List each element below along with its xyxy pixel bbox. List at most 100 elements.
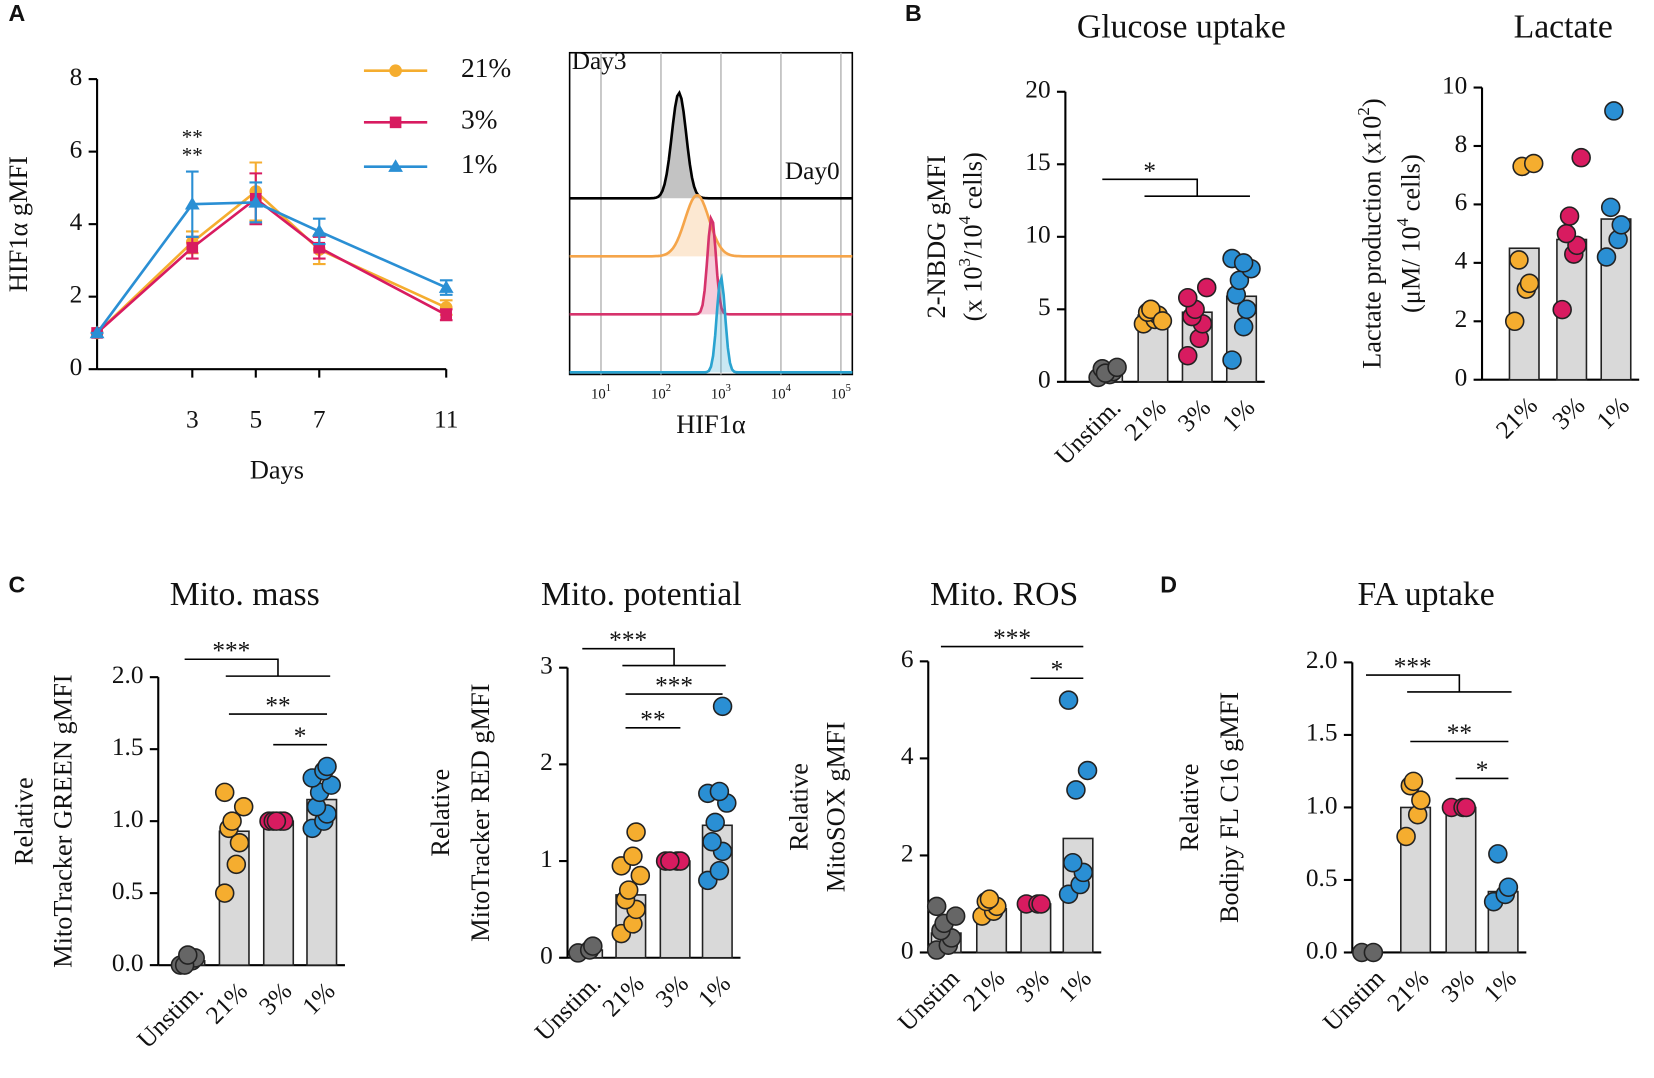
y-tick-label: 0.0 — [1306, 936, 1338, 964]
x-tick-label: 11 — [434, 406, 458, 434]
chart-title: FA uptake — [1358, 576, 1495, 613]
label-text: (x 10 — [959, 266, 988, 321]
y-tick-label: 8 — [1455, 130, 1468, 158]
label-text: Bodipy FL C16 gMFI — [1215, 692, 1244, 923]
tick-base: 10 — [651, 387, 666, 403]
significance-label: * — [1476, 756, 1489, 784]
data-point — [1498, 877, 1519, 897]
data-point — [214, 883, 235, 903]
label-text: Lactate production (x10 — [1357, 116, 1386, 369]
y-tick-label: 1 — [540, 845, 553, 873]
x-tick-label: 21% — [201, 977, 254, 1030]
tick-exponent: 1 — [606, 384, 611, 395]
bar — [1445, 806, 1477, 954]
x-axis-label: Days — [250, 456, 304, 485]
x-tick-label: Unstim. — [132, 977, 209, 1054]
x-tick-label: 103 — [711, 384, 731, 403]
y-axis-label: Bodipy FL C16 gMFI — [1215, 692, 1244, 923]
y-tick-label: 8 — [70, 63, 83, 91]
data-point — [1031, 894, 1051, 914]
histogram-curve — [569, 273, 853, 374]
x-tick-label: 21% — [597, 970, 650, 1023]
y-axis-label: MitoSOX gMFI — [822, 722, 851, 893]
x-tick-label: 21% — [1382, 964, 1435, 1017]
label-superscript: 4 — [955, 215, 974, 224]
data-point — [926, 896, 947, 917]
y-axis-label: Relative — [1175, 764, 1204, 852]
y-tick-label: 1.0 — [1306, 791, 1338, 819]
x-tick-label: 5 — [249, 406, 262, 434]
data-point — [1523, 153, 1544, 174]
y-axis-label: Relative — [426, 769, 455, 857]
y-tick-label: 0 — [901, 936, 914, 964]
data-point — [1222, 350, 1242, 370]
data-point — [1177, 287, 1198, 308]
data-point — [1077, 760, 1098, 781]
chart-title: Mito. mass — [170, 576, 320, 613]
data-point — [222, 811, 242, 831]
label-text: MitoTracker RED gMFI — [466, 684, 495, 942]
bar — [659, 860, 691, 959]
tick-exponent: 2 — [666, 384, 671, 395]
label-superscript: 3 — [955, 258, 974, 266]
data-point — [266, 811, 287, 831]
y-tick-label: 10 — [1442, 71, 1467, 99]
y-axis-label: Relative — [9, 777, 38, 865]
data-point — [709, 860, 730, 881]
marker — [389, 64, 402, 77]
x-tick-label: 104 — [771, 384, 792, 403]
y-axis-label: (x 103/104 cells) — [955, 152, 988, 321]
label-text: /10 — [959, 224, 988, 258]
data-point — [317, 756, 337, 777]
x-tick-label: 3% — [1011, 964, 1055, 1008]
data-point — [1596, 247, 1617, 267]
data-point — [229, 832, 250, 853]
data-point — [1556, 223, 1577, 244]
data-point — [1488, 844, 1508, 864]
y-tick-label: 10 — [1025, 221, 1050, 249]
label-text: cells) — [959, 152, 988, 216]
y-tick-label: 0.0 — [112, 949, 144, 977]
x-tick-label: 3 — [186, 406, 199, 434]
marker — [248, 195, 264, 208]
x-tick-label: Unstim. — [530, 970, 607, 1047]
data-point — [630, 865, 651, 886]
y-axis-label: MitoTracker GREEN gMFI — [48, 674, 77, 967]
x-tick-label: 1% — [297, 977, 341, 1021]
data-point — [1611, 215, 1632, 235]
y-tick-label: 5 — [1038, 293, 1051, 321]
marker — [311, 224, 327, 237]
data-point — [1066, 780, 1086, 800]
x-tick-label: 3% — [650, 970, 694, 1014]
tick-base: 10 — [711, 387, 726, 403]
panel-letter: B — [905, 0, 922, 26]
data-point — [1504, 311, 1525, 332]
y-tick-label: 3 — [540, 651, 553, 679]
x-tick-label: Unstim — [893, 964, 966, 1037]
label-superscript: 4 — [1393, 217, 1412, 226]
y-axis-label: Relative — [785, 763, 814, 851]
label-text: MitoSOX gMFI — [822, 722, 851, 893]
data-point — [1604, 101, 1624, 121]
y-tick-label: 1.5 — [112, 733, 144, 761]
significance-bracket — [184, 658, 331, 677]
legend-label: 1% — [461, 149, 498, 179]
data-point — [1141, 299, 1161, 320]
significance-label: ** — [265, 692, 290, 720]
label-superscript: 2 — [1354, 107, 1373, 115]
significance-label: *** — [1394, 653, 1432, 681]
x-tick-label: 7 — [313, 406, 326, 434]
y-tick-label: 2 — [1455, 305, 1468, 333]
data-point — [1519, 273, 1540, 294]
y-tick-label: 4 — [70, 208, 83, 236]
data-point — [623, 846, 643, 866]
data-point — [705, 812, 725, 833]
data-point — [626, 822, 646, 842]
marker — [184, 196, 200, 210]
x-tick-label: 3% — [1436, 964, 1480, 1008]
data-point — [1107, 357, 1127, 378]
series-line — [96, 201, 447, 334]
data-point — [1456, 797, 1476, 818]
y-tick-label: 6 — [901, 645, 914, 673]
x-tick-label: 1% — [693, 970, 737, 1014]
